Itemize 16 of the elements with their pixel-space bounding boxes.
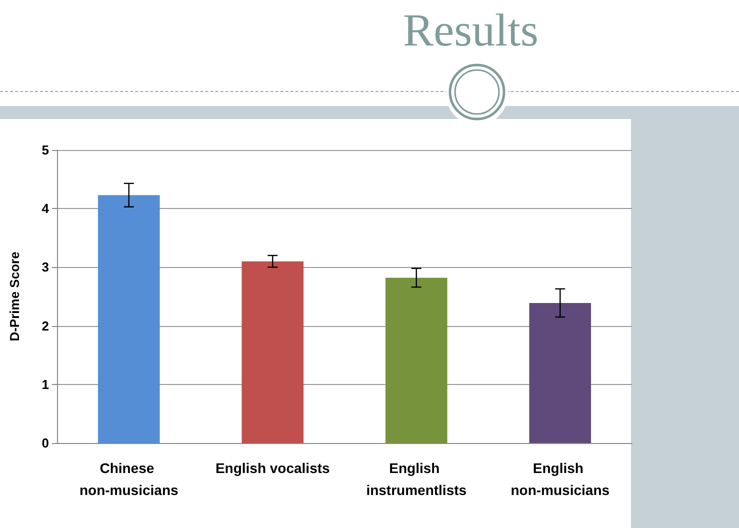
x-tick-label: English vocalists: [215, 460, 330, 476]
y-tick-label: 4: [42, 201, 50, 216]
y-axis-title: D-Prime Score: [7, 252, 22, 342]
chart-title: Results: [403, 4, 538, 56]
bar: [529, 302, 592, 443]
y-tick-label: 3: [42, 260, 49, 275]
bar: [242, 261, 304, 443]
bar: [98, 195, 160, 443]
y-tick-label: 1: [42, 376, 49, 392]
x-tick-label: Chinese non-musicians: [79, 460, 178, 498]
bar: [385, 278, 448, 443]
y-tick-label: 5: [42, 142, 49, 158]
x-tick-label: English instrumentlists: [366, 460, 467, 498]
y-tick-label: 0: [42, 436, 49, 450]
y-tick-label: 2: [42, 318, 49, 334]
x-tick-label: English non-musicians: [510, 460, 610, 498]
